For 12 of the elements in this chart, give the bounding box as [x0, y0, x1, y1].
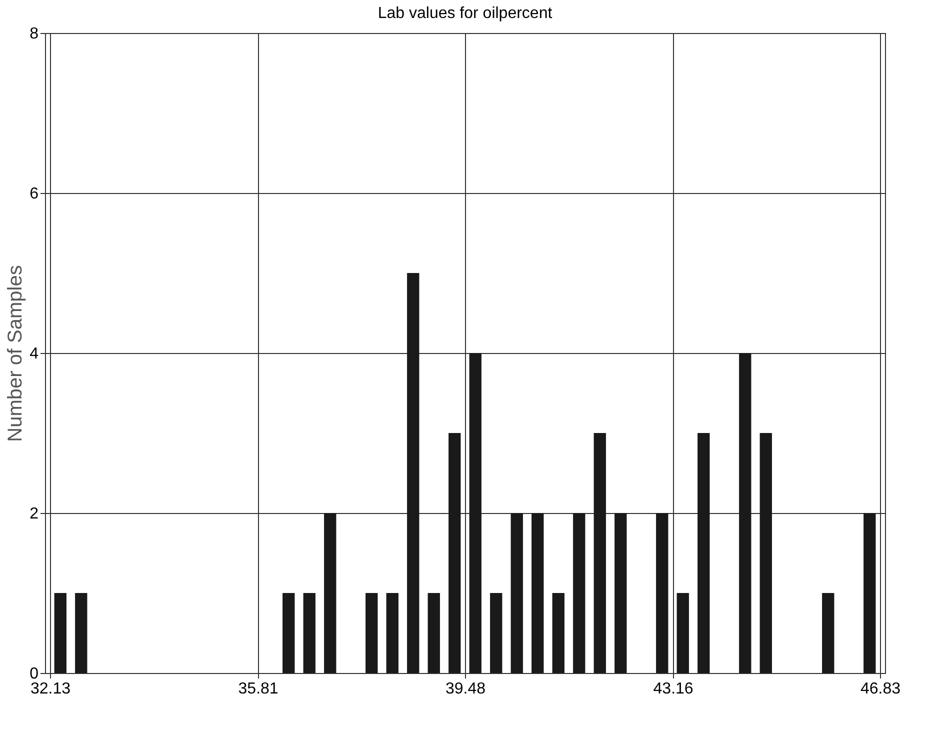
y-tick-label: 2: [30, 506, 39, 522]
y-tick-label: 4: [30, 346, 39, 362]
y-tick-label: 0: [30, 666, 39, 682]
x-tick-label: 43.16: [653, 680, 694, 698]
chart-title: Lab values for oilpercent: [378, 5, 553, 22]
x-tick-label: 35.81: [238, 680, 278, 698]
y-tick-label: 8: [30, 26, 39, 42]
x-tick-label: 39.48: [445, 680, 486, 698]
x-tick-label: 46.83: [860, 680, 901, 698]
y-tick-label: 6: [30, 186, 39, 202]
x-tick-label: 32.13: [30, 680, 71, 698]
y-axis-title: Number of Samples: [4, 265, 27, 442]
